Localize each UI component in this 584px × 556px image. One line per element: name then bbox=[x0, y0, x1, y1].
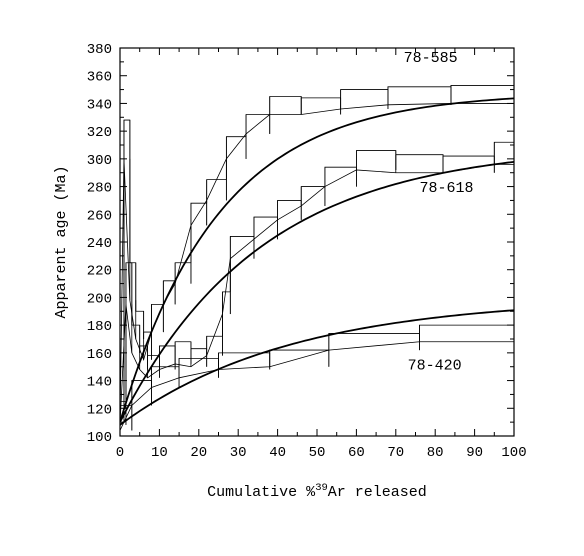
y-tick-label: 120 bbox=[87, 402, 112, 418]
y-tick-label: 240 bbox=[87, 236, 112, 252]
y-tick-label: 360 bbox=[87, 70, 112, 86]
y-tick-label: 200 bbox=[87, 291, 112, 307]
y-tick-label: 280 bbox=[87, 181, 112, 197]
series-label-78-420: 78-420 bbox=[408, 357, 462, 374]
x-tick-label: 70 bbox=[387, 445, 404, 461]
x-tick-label: 40 bbox=[269, 445, 286, 461]
x-tick-label: 50 bbox=[309, 445, 326, 461]
x-tick-label: 0 bbox=[116, 445, 124, 461]
x-tick-label: 90 bbox=[466, 445, 483, 461]
y-tick-label: 160 bbox=[87, 347, 112, 363]
series-label-78-618: 78-618 bbox=[419, 180, 473, 197]
y-tick-label: 220 bbox=[87, 264, 112, 280]
x-axis-label: Cumulative %39Ar released bbox=[207, 482, 427, 501]
y-tick-label: 100 bbox=[87, 430, 112, 446]
x-tick-label: 100 bbox=[501, 445, 526, 461]
x-tick-label: 80 bbox=[427, 445, 444, 461]
x-tick-label: 60 bbox=[348, 445, 365, 461]
x-tick-label: 10 bbox=[151, 445, 168, 461]
age-spectrum-chart: 0 10 20 30 40 50 60 70 80 90 100 100 120 140 160 180 200… bbox=[0, 0, 584, 556]
x-tick-label: 30 bbox=[230, 445, 247, 461]
x-tick-label: 20 bbox=[190, 445, 207, 461]
y-tick-label: 340 bbox=[87, 97, 112, 113]
y-tick-label: 260 bbox=[87, 208, 112, 224]
y-tick-label: 300 bbox=[87, 153, 112, 169]
y-tick-label: 380 bbox=[87, 42, 112, 58]
y-tick-label: 180 bbox=[87, 319, 112, 335]
y-axis-label: Apparent age (Ma) bbox=[53, 165, 70, 318]
y-tick-label: 320 bbox=[87, 125, 112, 141]
series-label-78-585: 78-585 bbox=[404, 50, 458, 67]
chart-svg: 0 10 20 30 40 50 60 70 80 90 100 100 120 140 160 180 200… bbox=[0, 0, 584, 556]
y-tick-label: 140 bbox=[87, 375, 112, 391]
